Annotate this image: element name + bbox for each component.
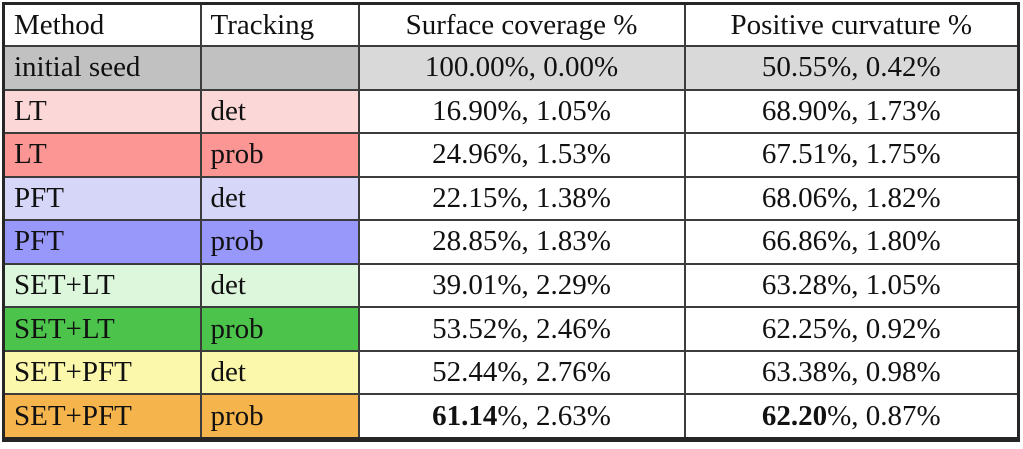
tracking-cell: det [199,349,360,396]
positive-curvature-cell: 62.20%, 0.87% [683,393,1020,441]
positive-curvature-cell: 68.90%, 1.73% [683,88,1020,135]
table-row-setpft-prob: SET+PFT prob 61.14%, 2.63% 62.20%, 0.87% [2,393,1020,441]
tracking-cell: prob [199,132,360,178]
curvature-value: %, 0.87% [827,399,941,432]
results-table: Method Tracking Surface coverage % Posit… [2,2,1020,442]
method-cell: SET+PFT [2,349,202,396]
curvature-value: 50.55%, 0.42% [761,51,941,84]
tracking-cell: det [199,88,360,135]
method-cell: PFT [2,175,202,222]
curvature-value: 62.25%, 0.92% [761,312,941,345]
table-row-lt-prob: LT prob 24.96%, 1.53% 67.51%, 1.75% [2,132,1020,178]
surface-value: 52.44%, 2.76% [432,356,611,389]
positive-curvature-cell: 50.55%, 0.42% [683,45,1020,91]
positive-curvature-cell: 63.28%, 1.05% [683,262,1020,309]
method-cell: SET+PFT [2,393,202,441]
positive-curvature-cell: 68.06%, 1.82% [683,175,1020,222]
curvature-value: 66.86%, 1.80% [761,225,941,258]
table-row-setlt-prob: SET+LT prob 53.52%, 2.46% 62.25%, 0.92% [2,306,1020,352]
surface-value: 24.96%, 1.53% [432,138,611,171]
table-row-pft-prob: PFT prob 28.85%, 1.83% 66.86%, 1.80% [2,219,1020,265]
column-header-curvature: Positive curvature % [683,2,1020,47]
method-cell: initial seed [2,45,202,91]
surface-coverage-cell: 52.44%, 2.76% [357,349,686,396]
table-row-setlt-det: SET+LT det 39.01%, 2.29% 63.28%, 1.05% [2,262,1020,309]
curvature-value: 67.51%, 1.75% [761,138,941,171]
column-header-method: Method [2,2,202,47]
surface-coverage-cell: 22.15%, 1.38% [357,175,686,222]
surface-value: 28.85%, 1.83% [432,225,611,258]
method-cell: SET+LT [2,306,202,352]
surface-value: 22.15%, 1.38% [432,181,611,214]
positive-curvature-cell: 63.38%, 0.98% [683,349,1020,396]
table-row-setpft-det: SET+PFT det 52.44%, 2.76% 63.38%, 0.98% [2,349,1020,396]
curvature-value: 63.38%, 0.98% [761,356,941,389]
method-cell: PFT [2,219,202,265]
tracking-cell: prob [199,306,360,352]
surface-coverage-cell: 100.00%, 0.00% [357,45,686,91]
tracking-cell: prob [199,219,360,265]
table-row-pft-det: PFT det 22.15%, 1.38% 68.06%, 1.82% [2,175,1020,222]
tracking-cell: det [199,262,360,309]
positive-curvature-cell: 66.86%, 1.80% [683,219,1020,265]
surface-coverage-cell: 61.14%, 2.63% [357,393,686,441]
surface-coverage-cell: 39.01%, 2.29% [357,262,686,309]
surface-coverage-cell: 28.85%, 1.83% [357,219,686,265]
table-row-lt-det: LT det 16.90%, 1.05% 68.90%, 1.73% [2,88,1020,135]
surface-value: %, 2.63% [497,399,611,432]
surface-bold-value: 61.14 [432,399,498,432]
surface-coverage-cell: 24.96%, 1.53% [357,132,686,178]
curvature-value: 68.06%, 1.82% [761,181,941,214]
method-cell: LT [2,132,202,178]
column-header-tracking: Tracking [199,2,360,47]
positive-curvature-cell: 67.51%, 1.75% [683,132,1020,178]
method-cell: SET+LT [2,262,202,309]
header-row: Method Tracking Surface coverage % Posit… [2,2,1020,47]
surface-coverage-cell: 16.90%, 1.05% [357,88,686,135]
curvature-bold-value: 62.20 [761,399,828,432]
tracking-cell: det [199,175,360,222]
positive-curvature-cell: 62.25%, 0.92% [683,306,1020,352]
method-cell: LT [2,88,202,135]
table-row-initial-seed: initial seed 100.00%, 0.00% 50.55%, 0.42… [2,45,1020,91]
tracking-cell: prob [199,393,360,441]
surface-value: 100.00%, 0.00% [424,51,619,84]
column-header-surface: Surface coverage % [357,2,686,47]
surface-value: 16.90%, 1.05% [432,94,611,127]
curvature-value: 63.28%, 1.05% [761,269,941,301]
tracking-cell [199,45,360,91]
surface-value: 39.01%, 2.29% [432,269,611,301]
surface-coverage-cell: 53.52%, 2.46% [357,306,686,352]
curvature-value: 68.90%, 1.73% [761,94,941,127]
surface-value: 53.52%, 2.46% [432,312,611,345]
